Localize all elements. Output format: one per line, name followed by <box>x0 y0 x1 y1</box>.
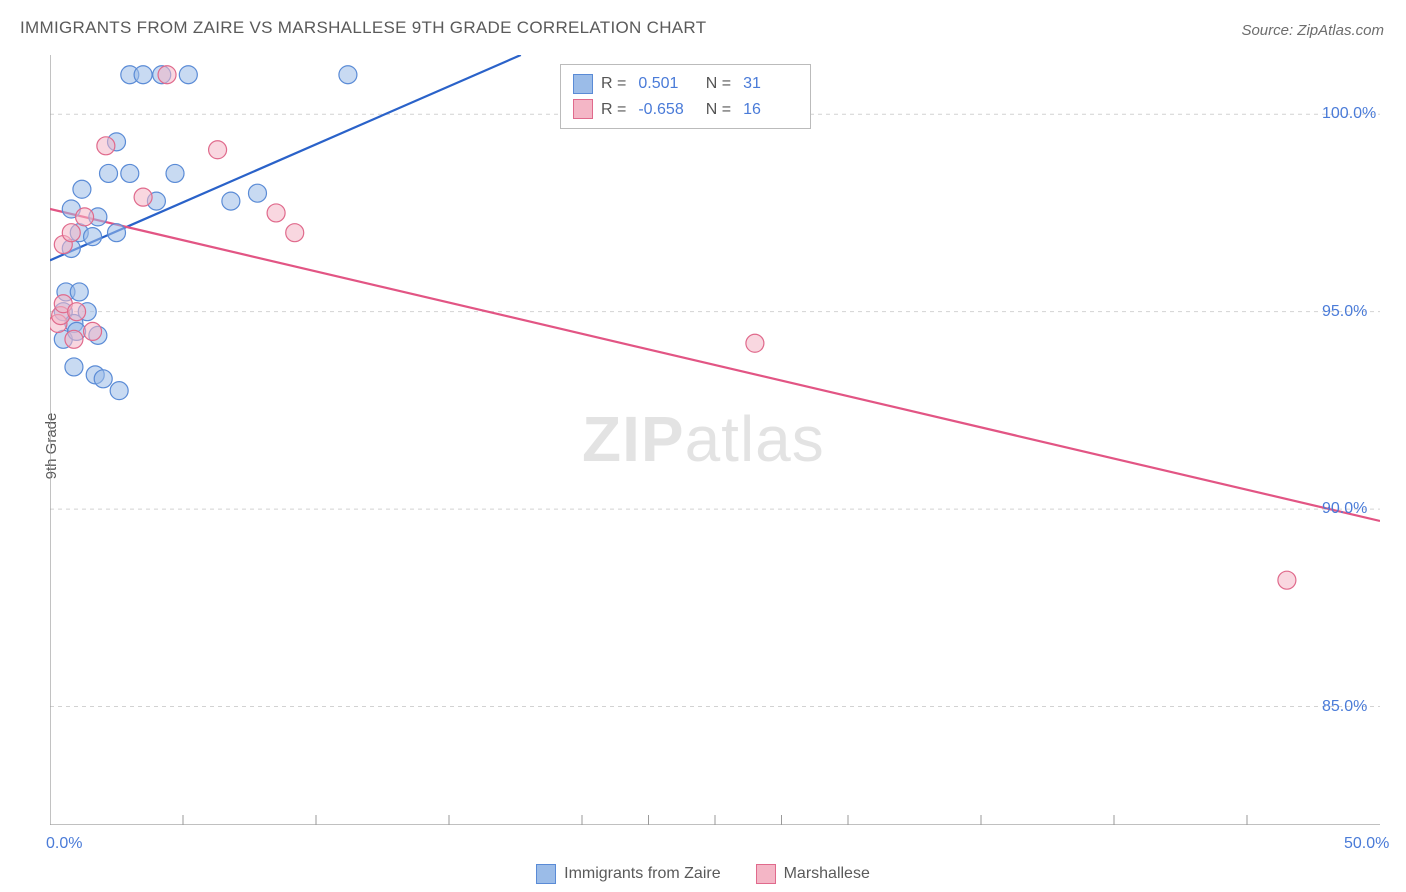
y-tick-label: 85.0% <box>1322 698 1367 716</box>
series-legend: Immigrants from Zaire Marshallese <box>0 864 1406 884</box>
swatch-icon <box>536 864 556 884</box>
legend-label: Marshallese <box>784 865 870 883</box>
scatter-chart <box>50 55 1380 825</box>
swatch-icon <box>756 864 776 884</box>
legend-item-zaire: Immigrants from Zaire <box>536 864 720 884</box>
y-tick-label: 95.0% <box>1322 303 1367 321</box>
y-tick-label: 100.0% <box>1322 105 1376 123</box>
x-tick-label: 50.0% <box>1344 835 1389 853</box>
swatch-icon <box>573 99 593 119</box>
legend-item-marshallese: Marshallese <box>756 864 870 884</box>
stats-row-marshallese: R =-0.658 N =16 <box>573 97 798 123</box>
y-tick-label: 90.0% <box>1322 500 1367 518</box>
stats-legend: R =0.501 N =31R =-0.658 N =16 <box>560 64 811 129</box>
swatch-icon <box>573 74 593 94</box>
stats-row-zaire: R =0.501 N =31 <box>573 71 798 97</box>
legend-label: Immigrants from Zaire <box>564 865 720 883</box>
chart-title: IMMIGRANTS FROM ZAIRE VS MARSHALLESE 9TH… <box>20 18 706 38</box>
x-tick-label: 0.0% <box>46 835 82 853</box>
source-attribution: Source: ZipAtlas.com <box>1241 22 1384 39</box>
